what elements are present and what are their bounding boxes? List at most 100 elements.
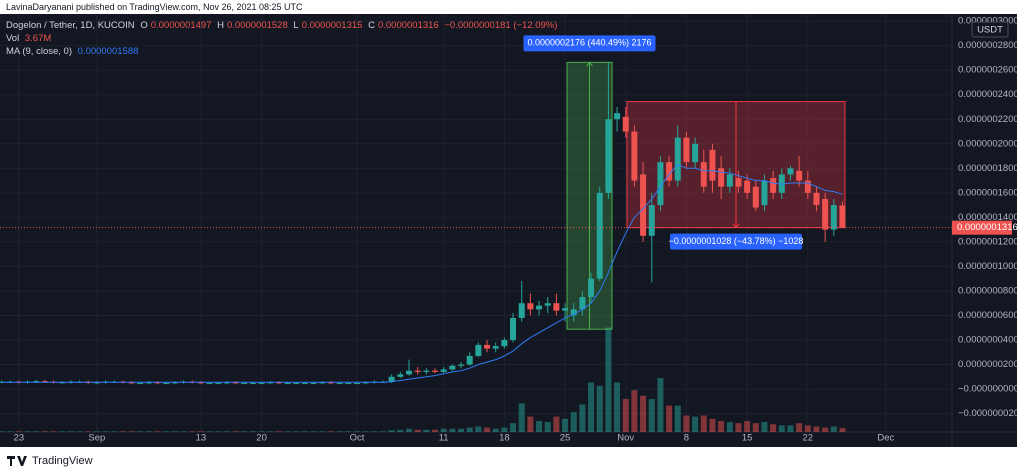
footer: TradingView [6,455,93,467]
c-key: C [368,20,375,31]
candle-body [405,370,412,375]
volume-bar [492,428,499,432]
volume-bar [761,422,768,432]
last-price-tag [952,220,1012,235]
volume-bar [293,431,300,432]
volume-bar [7,431,14,432]
volume-bar [674,405,681,432]
measure-label: −0.0000001028 (−43.78%) −1028 [669,236,804,246]
volume-bar [67,431,74,432]
measure-label-box [523,35,656,52]
y-tick-label: 0.0000002000 [958,138,1017,149]
volume-bar [570,412,577,432]
volume-bar [284,431,291,432]
candle-body [475,344,482,356]
symbol: Dogelon / Tether, 1D, KUCOIN [6,20,135,31]
volume-bar [327,431,334,432]
candle-body [770,178,777,193]
volume-bar [0,431,5,432]
volume-bar [93,431,100,432]
volume-bar [744,421,751,432]
candle-body [640,174,647,236]
change: −0.0000000181 (−12.09%) [444,20,558,31]
high: 0.0000001528 [226,20,288,31]
volume-bar [796,423,803,432]
candle-body [267,382,274,384]
published-line: LavinaDaryanani published on TradingView… [6,2,303,12]
volume-bar [163,431,170,432]
volume-bar [735,423,742,432]
volume-bar [102,431,109,432]
candle-body [41,381,48,383]
candle-body [726,174,733,187]
candle-body [310,382,317,384]
candle-body [510,317,517,341]
candle-body [137,382,144,384]
volume-bar [171,431,178,432]
volume-bar [405,428,412,432]
volume-bar [458,428,465,432]
y-tick-label: 0.0000000600 [958,310,1017,321]
volume-bar [666,405,673,432]
x-tick-label: 15 [742,433,753,444]
volume-bar [778,425,785,432]
candle-body [388,376,395,382]
candle-body [683,137,690,163]
volume-bar [414,429,421,432]
volume-bar [336,431,343,432]
volume-bar [449,428,456,432]
y-tick-label: 0.0000002800 [958,40,1017,51]
candle-body [544,303,551,306]
candle-body [232,382,239,384]
volume-bar [76,431,83,432]
candle-body [570,309,577,316]
candle-body [163,382,170,384]
candle-body [674,137,681,181]
measure-label-box [670,233,802,250]
candle-body [258,382,265,384]
volume-bar [657,378,664,432]
candle-body [700,162,707,187]
measure-label: 0.0000002176 (440.49%) 2176 [527,38,651,48]
volume-bar [596,385,603,432]
l-key: L [293,20,299,31]
volume-bar [839,427,846,432]
candle-body [666,162,673,181]
candle-body [59,382,66,384]
volume-bar [379,431,386,432]
candle-body [796,170,803,181]
y-tick-label: 0.0000000400 [958,335,1017,346]
volume-bar [700,415,707,432]
candle-body [362,382,369,384]
volume-bar [33,431,40,432]
x-tick-label: 18 [499,433,510,444]
candle-body [215,382,222,384]
candle-body [223,382,230,384]
candle-body [588,278,595,298]
x-tick-label: 8 [684,433,689,444]
volume-bar [709,418,716,432]
candle-body [154,382,161,384]
volume-bar [128,431,135,432]
volume-bar [41,431,48,432]
candle-body [692,143,699,163]
candle-body [744,180,751,193]
candle-body [518,303,525,318]
volume-bar [206,431,213,432]
candle-body [293,382,300,384]
candle-body [492,346,499,349]
currency-box[interactable] [971,21,1009,38]
vol-key: Vol [6,33,20,44]
x-tick-label: 11 [439,433,449,444]
volume-line: Vol 3.67M [6,33,54,44]
candle-body [458,364,465,366]
volume-bar [813,426,820,432]
volume-bar [345,431,352,432]
candle-body [813,192,820,206]
candle-body [241,382,248,384]
volume-bar [830,426,837,432]
volume-bar [353,431,360,432]
candle-body [336,382,343,384]
x-tick-label: 23 [14,433,25,444]
candle-body [345,382,352,384]
